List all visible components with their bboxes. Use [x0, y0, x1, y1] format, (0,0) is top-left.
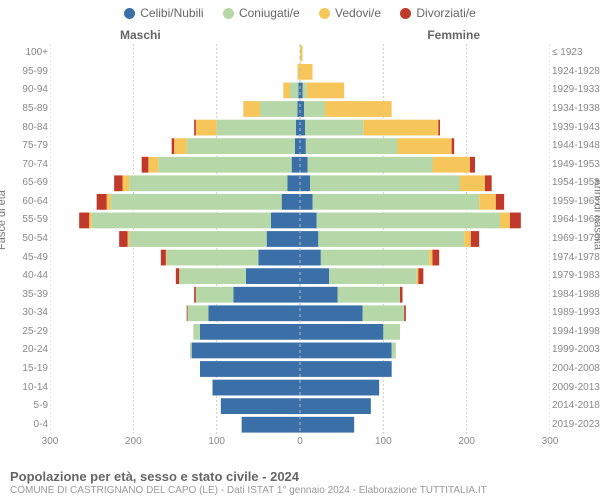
age-label: 50-54 [0, 234, 48, 244]
legend-item-celibi: Celibi/Nubili [124, 6, 203, 20]
birth-label: 1979-1983 [552, 271, 600, 281]
birth-label: 1969-1973 [552, 234, 600, 244]
age-label: 90-94 [0, 85, 48, 95]
swatch-vedovi [319, 8, 330, 19]
birth-label: 2004-2008 [552, 364, 600, 374]
age-label: 15-19 [0, 364, 48, 374]
swatch-divorziati [400, 8, 411, 19]
legend: Celibi/Nubili Coniugati/e Vedovi/e Divor… [0, 6, 600, 22]
birth-label: 1924-1928 [552, 67, 600, 77]
x-tick: 100 [208, 436, 225, 447]
birth-label: 1989-1993 [552, 308, 600, 318]
age-labels: 100+ 95-99 90-94 85-89 80-84 75-79 70-74 65-69 6… [0, 44, 48, 434]
age-label: 85-89 [0, 104, 48, 114]
chart-footer: Popolazione per età, sesso e stato civil… [10, 469, 590, 496]
chart-container: Celibi/Nubili Coniugati/e Vedovi/e Divor… [0, 0, 600, 500]
age-label: 5-9 [0, 401, 48, 411]
x-tick: 200 [125, 436, 142, 447]
birth-label: 1984-1988 [552, 290, 600, 300]
birth-labels: ≤ 1923 1924-1928 1929-1933 1934-1938 1939-19… [552, 44, 600, 434]
legend-item-divorziati: Divorziati/e [400, 6, 475, 20]
chart-subtitle: COMUNE DI CASTRIGNANO DEL CAPO (LE) - Da… [10, 485, 590, 496]
age-label: 65-69 [0, 178, 48, 188]
legend-label: Coniugati/e [239, 6, 300, 20]
x-tick: 0 [297, 436, 303, 447]
x-axis-ticks: 3002001000100200300 [50, 436, 550, 450]
age-label: 100+ [0, 48, 48, 58]
x-tick: 300 [42, 436, 59, 447]
birth-label: 1999-2003 [552, 345, 600, 355]
age-label: 95-99 [0, 67, 48, 77]
birth-label: 1959-1963 [552, 197, 600, 207]
swatch-coniugati [223, 8, 234, 19]
birth-label: 2014-2018 [552, 401, 600, 411]
chart-title: Popolazione per età, sesso e stato civil… [10, 469, 590, 484]
age-label: 30-34 [0, 308, 48, 318]
age-label: 10-14 [0, 383, 48, 393]
legend-item-coniugati: Coniugati/e [223, 6, 300, 20]
legend-label: Celibi/Nubili [140, 6, 203, 20]
birth-label: 2019-2023 [552, 420, 600, 430]
legend-label: Vedovi/e [335, 6, 381, 20]
legend-item-vedovi: Vedovi/e [319, 6, 381, 20]
legend-label: Divorziati/e [416, 6, 475, 20]
birth-label: 1944-1948 [552, 141, 600, 151]
female-title: Femmine [427, 28, 480, 42]
age-label: 80-84 [0, 123, 48, 133]
birth-label: 1934-1938 [552, 104, 600, 114]
age-label: 45-49 [0, 253, 48, 263]
male-title: Maschi [120, 28, 161, 42]
birth-label: 2009-2013 [552, 383, 600, 393]
age-label: 35-39 [0, 290, 48, 300]
age-label: 0-4 [0, 420, 48, 430]
age-label: 40-44 [0, 271, 48, 281]
birth-label: 1939-1943 [552, 123, 600, 133]
birth-label: 1949-1953 [552, 160, 600, 170]
age-label: 55-59 [0, 215, 48, 225]
birth-label: 1964-1968 [552, 215, 600, 225]
age-label: 70-74 [0, 160, 48, 170]
birth-label: 1954-1958 [552, 178, 600, 188]
birth-label: 1994-1998 [552, 327, 600, 337]
birth-label: 1974-1978 [552, 253, 600, 263]
x-tick: 300 [542, 436, 559, 447]
birth-label: ≤ 1923 [552, 48, 600, 58]
x-tick: 200 [458, 436, 475, 447]
age-label: 20-24 [0, 345, 48, 355]
swatch-celibi [124, 8, 135, 19]
x-tick: 100 [375, 436, 392, 447]
birth-label: 1929-1933 [552, 85, 600, 95]
age-label: 60-64 [0, 197, 48, 207]
population-pyramid [50, 44, 550, 434]
age-label: 75-79 [0, 141, 48, 151]
age-label: 25-29 [0, 327, 48, 337]
